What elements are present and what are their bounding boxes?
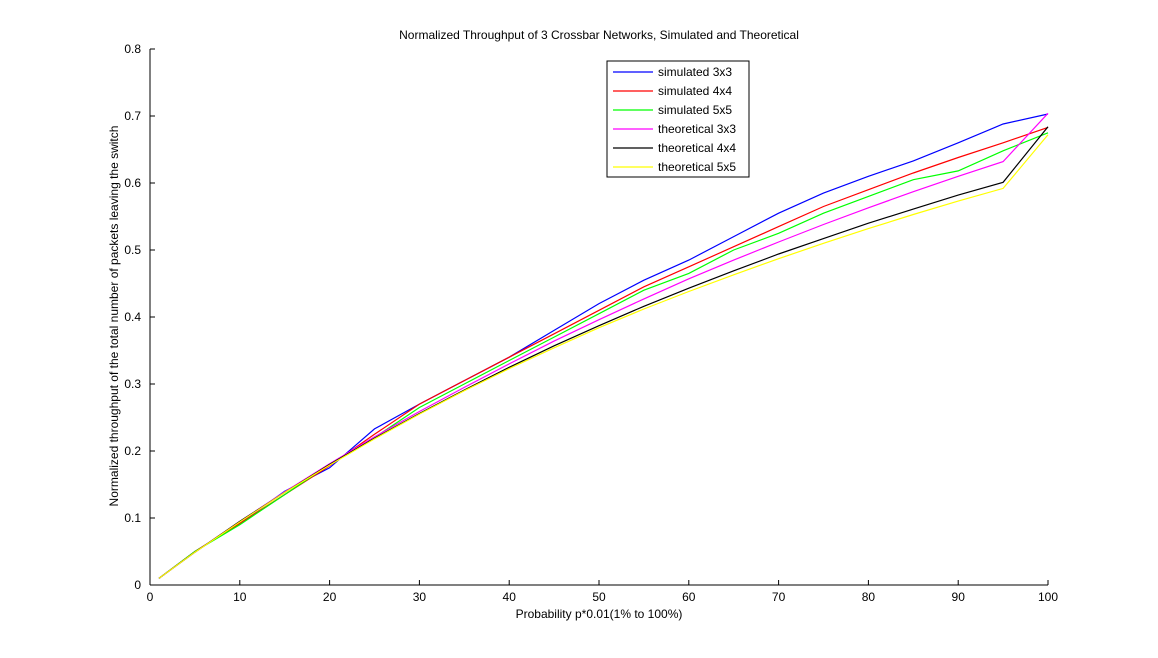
y-tick-label: 0.8 bbox=[124, 42, 141, 56]
x-tick-label: 10 bbox=[233, 590, 247, 604]
y-tick-label: 0.1 bbox=[124, 511, 141, 525]
legend-label: theoretical 5x5 bbox=[658, 160, 736, 174]
y-tick-label: 0.5 bbox=[124, 243, 141, 257]
x-tick-label: 80 bbox=[862, 590, 876, 604]
legend-label: theoretical 3x3 bbox=[658, 122, 736, 136]
legend-label: simulated 4x4 bbox=[658, 84, 732, 98]
x-tick-label: 30 bbox=[413, 590, 427, 604]
y-tick-label: 0.3 bbox=[124, 377, 141, 391]
x-tick-label: 0 bbox=[147, 590, 154, 604]
x-tick-label: 90 bbox=[952, 590, 966, 604]
y-tick-label: 0.7 bbox=[124, 109, 141, 123]
x-tick-label: 20 bbox=[323, 590, 337, 604]
x-axis-label: Probability p*0.01(1% to 100%) bbox=[516, 607, 683, 621]
x-tick-label: 50 bbox=[592, 590, 606, 604]
legend-label: simulated 3x3 bbox=[658, 65, 732, 79]
series-line-theoretical-3x3 bbox=[158, 112, 1049, 579]
x-tick-label: 40 bbox=[503, 590, 517, 604]
series-line-theoretical-5x5 bbox=[158, 134, 1049, 579]
legend-label: theoretical 4x4 bbox=[658, 141, 736, 155]
legend-box bbox=[606, 60, 750, 178]
y-tick-label: 0.4 bbox=[124, 310, 141, 324]
x-tick-label: 100 bbox=[1038, 590, 1058, 604]
y-tick-label: 0 bbox=[134, 578, 141, 592]
series-line-simulated-3x3 bbox=[158, 113, 1049, 579]
x-tick-label: 60 bbox=[682, 590, 696, 604]
series-line-simulated-4x4 bbox=[158, 126, 1049, 579]
chart-title: Normalized Throughput of 3 Crossbar Netw… bbox=[399, 28, 799, 42]
y-axis-label: Normalized throughput of the total numbe… bbox=[107, 126, 121, 507]
y-tick-label: 0.2 bbox=[124, 444, 141, 458]
series-line-theoretical-4x4 bbox=[158, 126, 1049, 579]
y-tick-label: 0.6 bbox=[124, 176, 141, 190]
series-line-simulated-5x5 bbox=[158, 132, 1049, 579]
plot-area: 0 10 20 30 40 50 60 70 80 90 100 0 0.1 0.2 0.3 0.4 0.5 0.… bbox=[124, 42, 1058, 604]
legend: simulated 3x3 simulated 4x4 simulated 5x5 t… bbox=[606, 60, 750, 178]
x-tick-label: 70 bbox=[772, 590, 786, 604]
legend-label: simulated 5x5 bbox=[658, 103, 732, 117]
